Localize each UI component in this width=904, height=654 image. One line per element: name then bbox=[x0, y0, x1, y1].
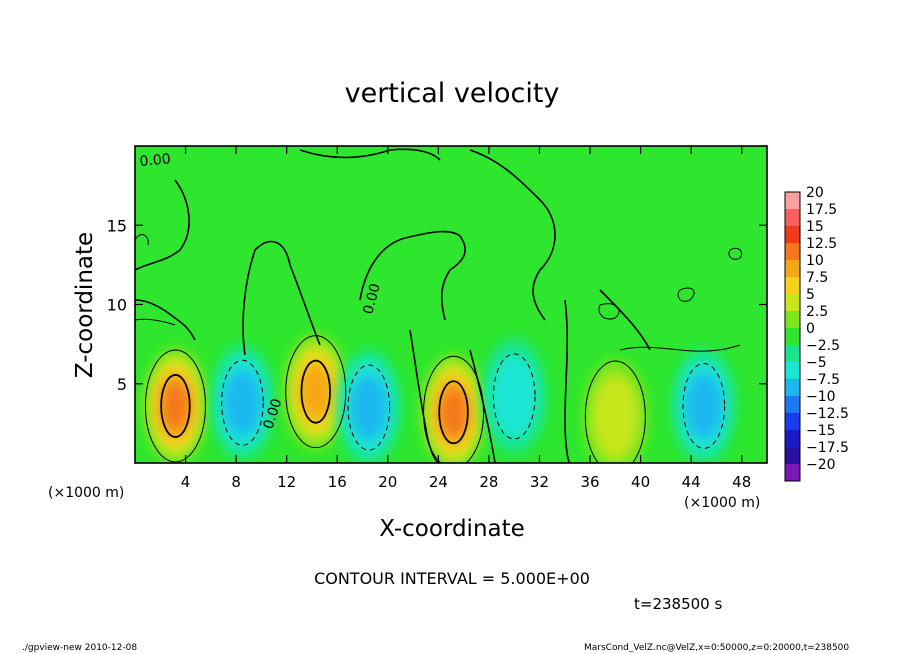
colorbar-swatch bbox=[785, 328, 800, 345]
colorbar-label: −7.5 bbox=[806, 372, 840, 388]
colorbar-swatch bbox=[785, 311, 800, 328]
contour-lines bbox=[135, 148, 743, 463]
colorbar-swatch bbox=[785, 345, 800, 362]
updraft-contour-outer bbox=[144, 349, 206, 463]
x-tick-label: 32 bbox=[530, 473, 549, 491]
updraft-contour-outer bbox=[584, 360, 646, 463]
colorbar-label: −15 bbox=[806, 423, 836, 439]
colorbar-swatch bbox=[785, 226, 800, 243]
secondary-contours bbox=[135, 234, 743, 352]
downdraft-fill bbox=[210, 344, 275, 461]
downdraft-contour bbox=[221, 359, 264, 446]
colorbar-swatch bbox=[785, 243, 800, 260]
downdraft-band bbox=[499, 371, 529, 422]
colorbar-label: 20 bbox=[806, 185, 824, 201]
downdraft-band bbox=[691, 385, 717, 427]
colorbar-label: −5 bbox=[806, 355, 827, 371]
colorbar-label: −20 bbox=[806, 457, 836, 473]
colorbar-label: −12.5 bbox=[806, 406, 849, 422]
plot-area bbox=[135, 146, 767, 463]
colorbar-label: 7.5 bbox=[806, 270, 828, 286]
y-tick-label: 10 bbox=[107, 296, 127, 315]
x-tick-label: 4 bbox=[181, 473, 191, 491]
x-unit-left: (×1000 m) bbox=[48, 485, 124, 501]
footer-right: MarsCond_VelZ.nc@VelZ,x=0:50000,z=0:2000… bbox=[584, 643, 849, 653]
colorbar-label: −2.5 bbox=[806, 338, 840, 354]
colorbar-swatch bbox=[785, 260, 800, 277]
field-fills bbox=[143, 333, 736, 463]
downdraft-contour bbox=[347, 364, 391, 451]
contour-label-upper: 0.00 bbox=[360, 282, 384, 316]
colorbar-label: 2.5 bbox=[806, 304, 828, 320]
colorbar-swatch bbox=[785, 209, 800, 226]
updraft-fill bbox=[421, 354, 486, 463]
colorbar-swatch bbox=[785, 430, 800, 447]
y-axis-title: Z-coordinate bbox=[72, 232, 98, 378]
y-axis: 5 10 15 bbox=[107, 216, 767, 394]
colorbar-swatch bbox=[785, 362, 800, 379]
contour-interval: CONTOUR INTERVAL = 5.000E+00 bbox=[314, 569, 590, 588]
updraft-band bbox=[165, 389, 186, 423]
x-tick-label: 20 bbox=[378, 473, 397, 491]
x-axis: 4 8 12 16 20 24 28 32 36 40 44 48 bbox=[181, 146, 751, 491]
x-tick-label: 28 bbox=[479, 473, 498, 491]
updraft-contour-outer bbox=[423, 355, 485, 463]
colorbar-label: 10 bbox=[806, 253, 824, 269]
colorbar-frame bbox=[784, 191, 801, 482]
updraft-fill bbox=[583, 359, 648, 463]
colorbar: 2017.51512.5107.552.50−2.5−5−7.5−10−12.5… bbox=[784, 185, 849, 482]
updraft-band bbox=[304, 373, 327, 410]
colorbar-swatch bbox=[785, 294, 800, 311]
colorbar-label: 15 bbox=[806, 219, 824, 235]
updraft-contour-outer bbox=[285, 335, 347, 449]
colorbar-swatch bbox=[785, 447, 800, 464]
footer-left: ./gpview-new 2010-12-08 bbox=[22, 643, 137, 653]
x-tick-label: 40 bbox=[631, 473, 650, 491]
y-tick-label: 5 bbox=[117, 375, 127, 394]
updraft-contour-inner bbox=[300, 359, 331, 424]
x-tick-label: 48 bbox=[732, 473, 751, 491]
downdraft-fill bbox=[482, 338, 547, 455]
downdraft-fill bbox=[336, 349, 401, 463]
downdraft-band bbox=[356, 387, 382, 429]
x-tick-label: 36 bbox=[580, 473, 599, 491]
x-unit-right: (×1000 m) bbox=[684, 495, 760, 511]
colorbar-swatch bbox=[785, 192, 800, 209]
colorbar-label: 12.5 bbox=[806, 236, 837, 252]
y-tick-label: 15 bbox=[107, 216, 127, 235]
colorbar-label: 5 bbox=[806, 287, 815, 303]
updraft-band bbox=[600, 392, 630, 442]
updraft-contour-inner bbox=[160, 374, 191, 438]
updraft-fill bbox=[143, 347, 208, 463]
x-tick-label: 44 bbox=[682, 473, 701, 491]
updraft-contours bbox=[144, 335, 726, 463]
updraft-contour-inner bbox=[438, 380, 469, 445]
x-tick-label: 12 bbox=[277, 473, 296, 491]
colorbar-swatch bbox=[785, 379, 800, 396]
colorbar-label: 17.5 bbox=[806, 202, 837, 218]
x-tick-label: 8 bbox=[231, 473, 241, 491]
downdraft-contour bbox=[492, 353, 536, 440]
colorbar-swatch bbox=[785, 464, 800, 481]
x-axis-title: X-coordinate bbox=[379, 516, 525, 542]
downdraft-fill bbox=[671, 347, 736, 463]
x-tick-label: 16 bbox=[328, 473, 347, 491]
colorbar-swatch bbox=[785, 413, 800, 430]
colorbar-label: −10 bbox=[806, 389, 836, 405]
colorbar-swatch bbox=[785, 396, 800, 413]
chart-title: vertical velocity bbox=[345, 78, 560, 109]
x-tick-label: 24 bbox=[429, 473, 448, 491]
time-label: t=238500 s bbox=[634, 595, 722, 613]
colorbar-label: −17.5 bbox=[806, 440, 849, 456]
updraft-band bbox=[443, 395, 464, 429]
downdraft-contour bbox=[682, 362, 726, 449]
colorbar-swatch bbox=[785, 277, 800, 294]
downdraft-band bbox=[229, 382, 255, 424]
colorbar-label: 0 bbox=[806, 321, 815, 337]
contour-label-left: 0.00 bbox=[139, 151, 171, 170]
